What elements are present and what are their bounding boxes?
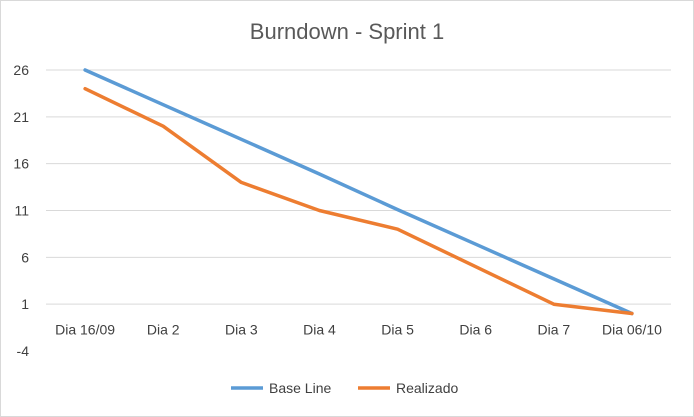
legend-label: Base Line [269, 380, 331, 396]
x-tick-label: Dia 5 [381, 322, 414, 338]
y-tick-label: 6 [21, 249, 29, 265]
chart-title: Burndown - Sprint 1 [250, 19, 444, 44]
series-line-realizado [83, 86, 634, 316]
legend-label: Realizado [396, 380, 458, 396]
x-axis-ticks: Dia 16/09 Dia 2 Dia 3 Dia 4 Dia 5 Dia 6 Dia 7 D… [55, 322, 662, 338]
y-tick-label: 21 [13, 109, 29, 125]
x-tick-label: Dia 06/10 [602, 322, 662, 338]
x-tick-label: Dia 2 [147, 322, 180, 338]
legend: Base Line Realizado [231, 380, 458, 396]
x-tick-label: Dia 6 [459, 322, 492, 338]
x-tick-label: Dia 4 [303, 322, 336, 338]
series-line-base-line [83, 68, 634, 316]
x-tick-label: Dia 7 [537, 322, 570, 338]
gridlines [46, 69, 671, 305]
y-axis-ticks: 26 21 16 11 6 1 -4 [13, 62, 29, 359]
x-tick-label: Dia 3 [225, 322, 258, 338]
y-tick-label: 26 [13, 62, 29, 78]
y-tick-label: 11 [14, 203, 29, 219]
y-tick-label: -4 [17, 343, 30, 359]
y-tick-label: 16 [13, 156, 29, 172]
x-tick-label: Dia 16/09 [55, 322, 115, 338]
y-tick-label: 1 [21, 296, 29, 312]
series-lines [83, 68, 634, 316]
